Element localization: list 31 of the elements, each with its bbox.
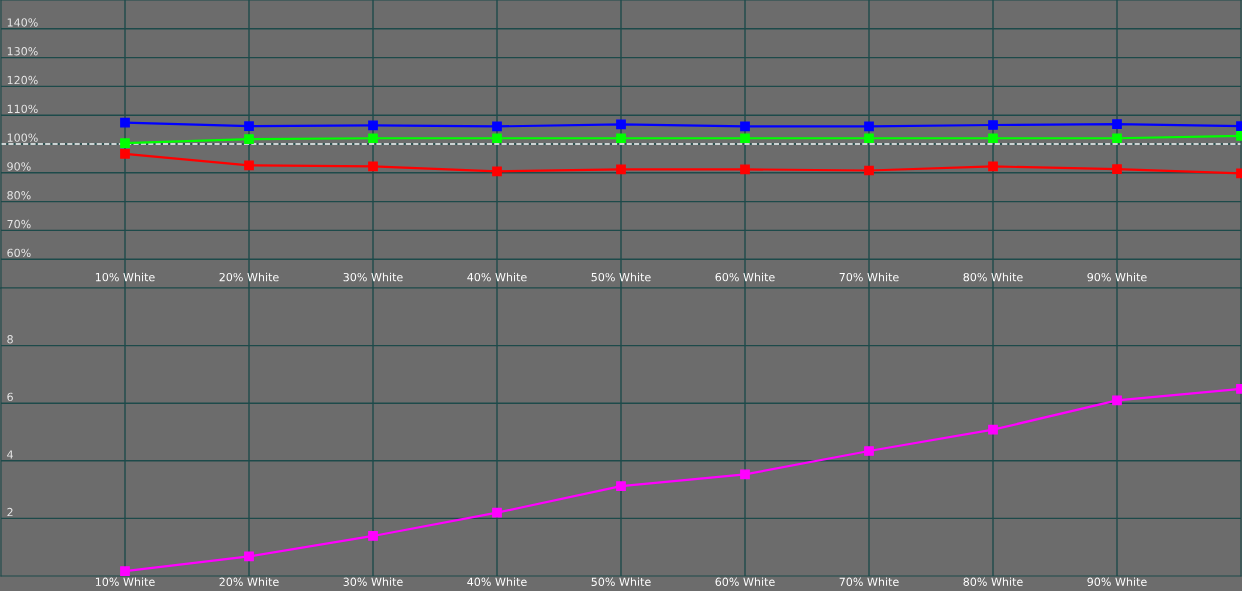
y-tick-label: 100% (7, 133, 38, 142)
x-tick-label: 60% White (715, 272, 775, 282)
x-tick-label: 70% White (839, 577, 899, 586)
y-tick-label: 8 (7, 335, 13, 344)
y-tick-label: 80% (7, 191, 31, 200)
y-tick-label: 60% (7, 248, 31, 258)
y-tick-label: 4 (7, 450, 13, 459)
x-tick-label: 90% White (1087, 577, 1147, 586)
y-tick-label: 6 (7, 392, 13, 402)
y-tick-label: 130% (7, 47, 38, 56)
y-tick-label: 70% (7, 219, 31, 229)
x-tick-label: 30% White (343, 577, 403, 586)
x-tick-label: 50% White (591, 577, 651, 586)
x-tick-label: 60% White (715, 577, 775, 586)
x-tick-label: 10% White (95, 272, 155, 282)
x-tick-label: 10% White (95, 577, 155, 586)
x-tick-label: 80% White (963, 577, 1023, 586)
y-tick-label: 90% (7, 162, 31, 171)
y-tick-label: 140% (7, 18, 38, 27)
x-tick-label: 70% White (839, 272, 899, 282)
x-tick-label: 40% White (467, 272, 527, 282)
x-tick-label: 40% White (467, 577, 527, 586)
x-tick-label: 20% White (219, 577, 279, 586)
y-tick-label: 120% (7, 75, 38, 85)
y-tick-label: 2 (7, 507, 13, 517)
x-tick-label: 90% White (1087, 272, 1147, 282)
y-tick-label: 110% (7, 104, 38, 114)
x-tick-label: 20% White (219, 272, 279, 282)
x-tick-label: 30% White (343, 272, 403, 282)
x-tick-label: 80% White (963, 272, 1023, 282)
x-tick-label: 50% White (591, 272, 651, 282)
